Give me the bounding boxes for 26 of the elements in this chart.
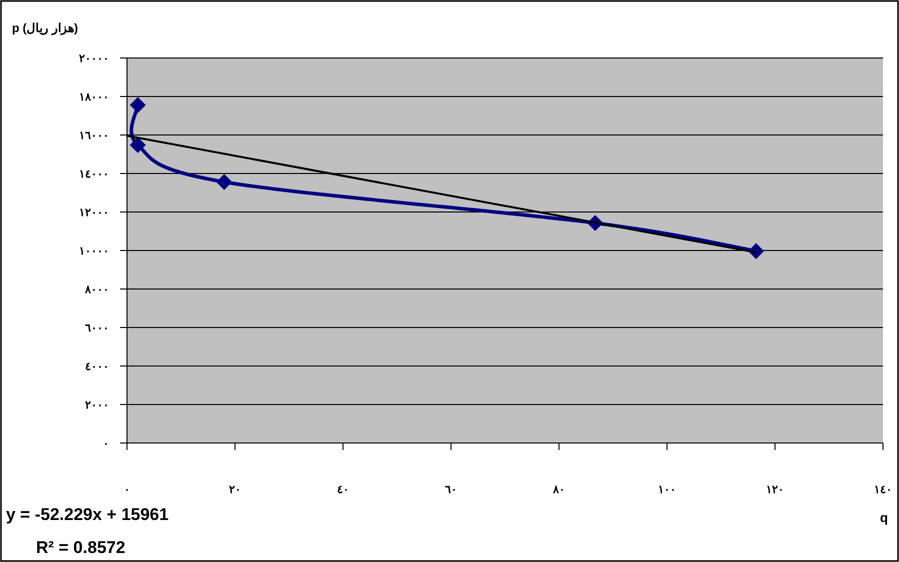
x-tick-label: ٢٠: [229, 484, 241, 496]
y-tick-label: ١٠٠٠٠: [79, 246, 109, 258]
x-axis-title: q: [880, 510, 888, 525]
point: [130, 96, 146, 113]
point: [216, 174, 232, 190]
point: [130, 137, 146, 154]
y-tick-label: ١٤٠٠٠: [79, 168, 109, 180]
y-axis-title: p (هزار ریال): [12, 21, 78, 36]
y-tick-label: ١٢٠٠٠: [79, 207, 109, 219]
y-tick-label: ٠: [103, 438, 109, 450]
y-tick-label: ٤٠٠٠: [85, 361, 109, 373]
x-tick-label: ٠: [124, 484, 130, 496]
text: R² = 0.8572: [36, 538, 126, 557]
text: y = -52.229x + 15961: [6, 505, 169, 524]
y-tick-label: ٨٠٠٠: [84, 284, 109, 296]
x-tick-label: ٦٠: [445, 484, 457, 496]
y-tick-label: ٢٠٠٠٠: [79, 53, 109, 65]
x-tick-label: ١٢٠: [766, 484, 784, 496]
y-tick-label: ١٦٠٠٠: [79, 130, 109, 142]
y-tick-label: ١٨٠٠٠: [79, 92, 109, 104]
x-tick-label: ٨٠: [552, 484, 565, 496]
x-tick-label: ١٠٠: [658, 484, 676, 496]
x-tick-label: ١٤٠: [874, 484, 892, 496]
y-tick-label: ٢٠٠٠: [85, 400, 109, 412]
x-tick-label: ٤٠: [337, 484, 349, 496]
y-tick-label: ٦٠٠٠: [85, 322, 109, 334]
